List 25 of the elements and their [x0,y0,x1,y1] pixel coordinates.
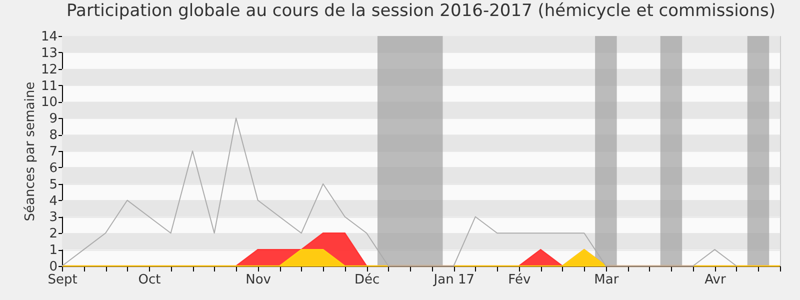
y-tick-label: 14 [40,30,58,44]
x-tick-label: Fév [508,272,531,288]
y-axis-title: Séances par semaine [22,82,38,222]
y-tick-label: 11 [40,78,58,94]
y-tick-label: 1 [49,243,58,258]
y-tick-label: 8 [49,128,58,144]
y-tick-label: 4 [49,194,58,209]
y-tick-label: 5 [49,177,58,192]
y-tick-label: 13 [40,46,58,61]
x-tick-label: Mar [594,272,620,288]
x-tick-label: Oct [138,272,161,288]
x-tick-label: Avr [704,272,726,288]
y-tick-label: 2 [49,226,58,242]
y-tick-label: 0 [49,260,58,274]
y-tick-label: 3 [49,210,58,226]
y-tick-label: 10 [40,95,58,110]
y-tick-label: 7 [49,144,58,160]
x-tick-label: Déc [354,272,380,288]
x-tick-label: Nov [246,272,272,288]
y-tick-label: 6 [49,160,58,176]
y-tick-label: 9 [49,112,58,127]
x-tick-label: Jan 17 [432,272,474,288]
chart-title: Participation globale au cours de la session 2016-2017 (hémicycle et commissions) [66,1,776,21]
x-tick-label: Sept [48,272,78,288]
y-tick-label: 12 [40,62,58,78]
